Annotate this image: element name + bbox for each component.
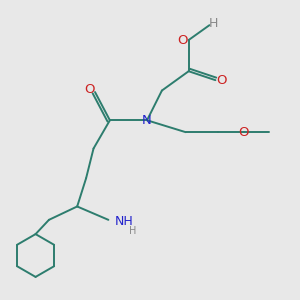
Text: O: O: [238, 126, 249, 139]
Text: N: N: [142, 114, 152, 127]
Text: O: O: [216, 74, 226, 87]
Text: H: H: [209, 17, 219, 30]
Text: O: O: [84, 82, 94, 96]
Text: H: H: [129, 226, 136, 236]
Text: O: O: [177, 34, 187, 46]
Text: NH: NH: [115, 215, 134, 228]
